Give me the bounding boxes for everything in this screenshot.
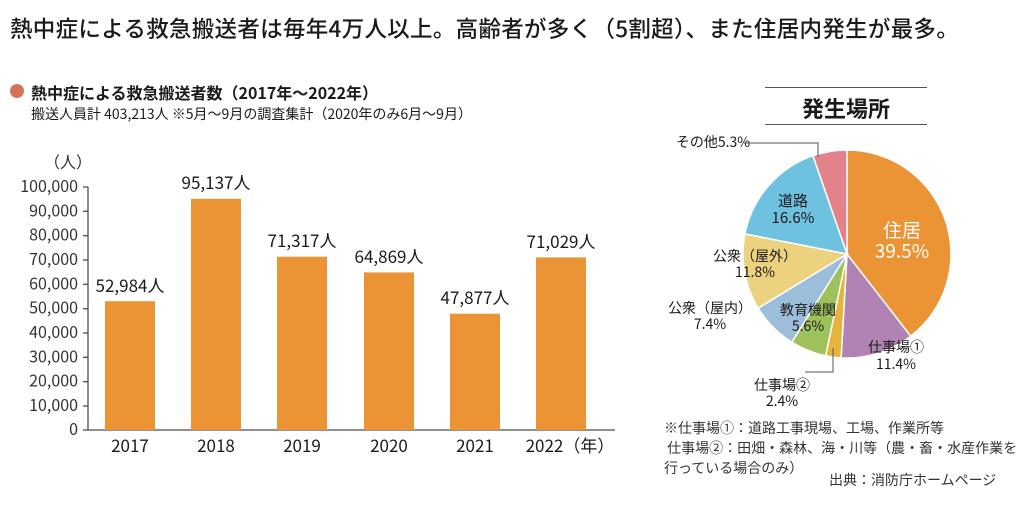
- svg-text:7.4%: 7.4%: [694, 314, 726, 334]
- svg-text:39.5%: 39.5%: [875, 237, 929, 264]
- svg-text:2.4%: 2.4%: [766, 391, 798, 411]
- svg-text:5.6%: 5.6%: [792, 316, 824, 336]
- svg-text:11.8%: 11.8%: [735, 262, 775, 282]
- svg-text:その他5.3%: その他5.3%: [676, 132, 750, 152]
- svg-text:16.6%: 16.6%: [772, 207, 815, 228]
- svg-text:11.4%: 11.4%: [876, 354, 916, 374]
